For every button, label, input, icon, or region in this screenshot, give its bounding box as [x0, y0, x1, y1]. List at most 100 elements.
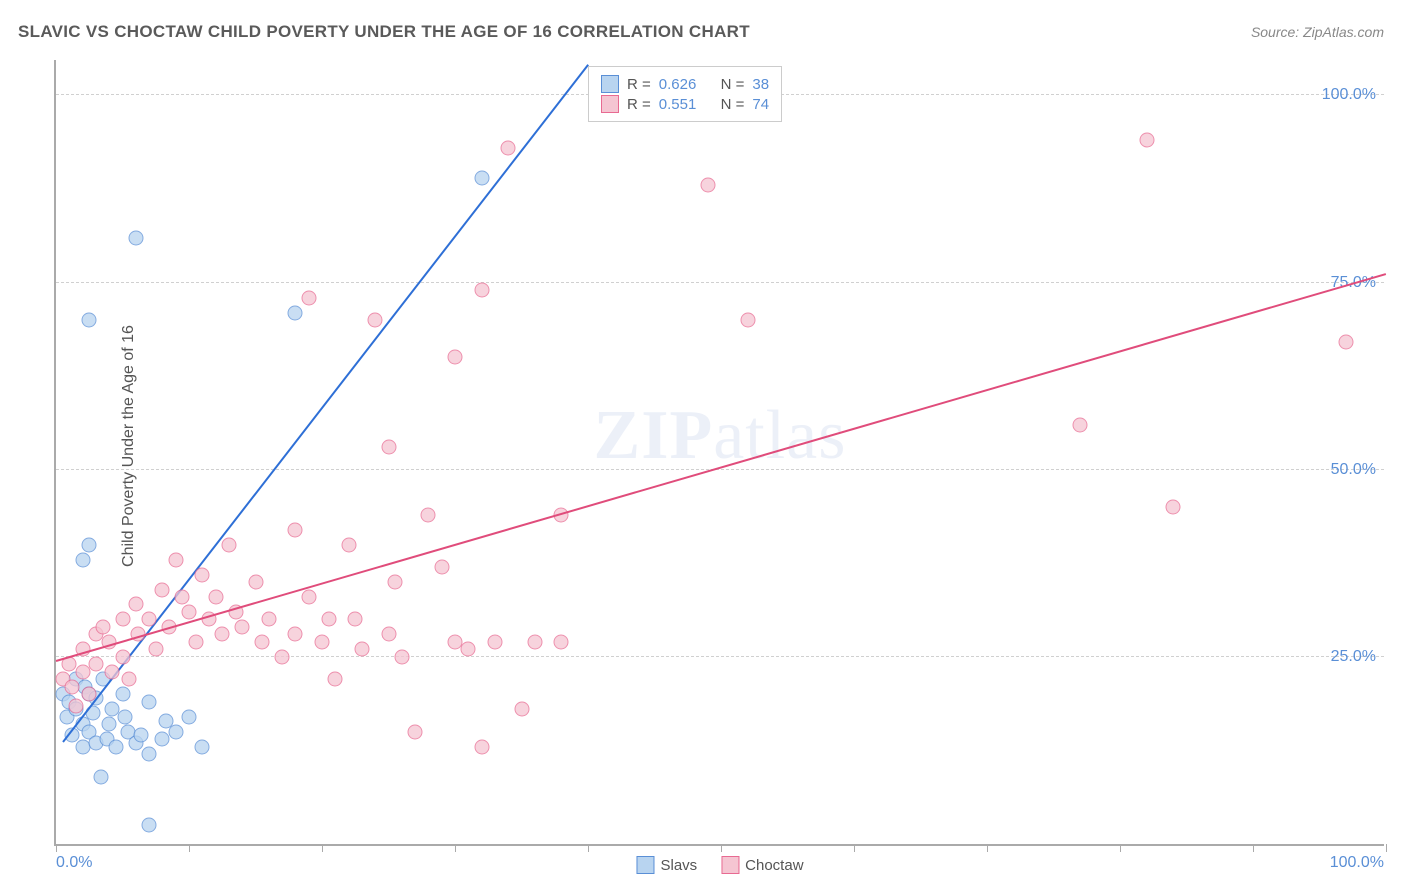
data-point	[142, 818, 157, 833]
legend-swatch	[636, 856, 654, 874]
legend-swatch	[601, 95, 619, 113]
data-point	[128, 597, 143, 612]
data-point	[354, 642, 369, 657]
data-point	[88, 657, 103, 672]
x-tick	[189, 844, 190, 852]
data-point	[394, 649, 409, 664]
data-point	[104, 664, 119, 679]
data-point	[288, 627, 303, 642]
watermark: ZIPatlas	[594, 396, 847, 476]
data-point	[195, 567, 210, 582]
x-tick	[56, 844, 57, 852]
data-point	[168, 724, 183, 739]
r-label: R =	[627, 96, 651, 113]
data-point	[448, 350, 463, 365]
x-tick	[322, 844, 323, 852]
data-point	[381, 440, 396, 455]
data-point	[368, 313, 383, 328]
data-point	[461, 642, 476, 657]
bottom-legend: Slavs Choctaw	[636, 856, 803, 874]
x-tick	[455, 844, 456, 852]
data-point	[421, 507, 436, 522]
y-tick-label: 100.0%	[1322, 86, 1376, 104]
data-point	[155, 582, 170, 597]
n-label: N =	[721, 96, 745, 113]
data-point	[1339, 335, 1354, 350]
data-point	[474, 170, 489, 185]
data-point	[348, 612, 363, 627]
legend-item: Choctaw	[721, 856, 803, 874]
y-tick-label: 50.0%	[1331, 461, 1376, 479]
data-point	[301, 589, 316, 604]
data-point	[115, 649, 130, 664]
data-point	[341, 537, 356, 552]
y-tick-label: 25.0%	[1331, 648, 1376, 666]
data-point	[740, 313, 755, 328]
data-point	[195, 739, 210, 754]
data-point	[115, 687, 130, 702]
data-point	[474, 739, 489, 754]
data-point	[182, 604, 197, 619]
data-point	[115, 612, 130, 627]
data-point	[134, 727, 149, 742]
data-point	[321, 612, 336, 627]
r-label: R =	[627, 76, 651, 93]
chart-title: SLAVIC VS CHOCTAW CHILD POVERTY UNDER TH…	[18, 22, 750, 42]
x-tick	[1386, 844, 1387, 852]
correlation-legend: R =0.626 N =38R =0.551 N =74	[588, 66, 782, 122]
data-point	[142, 747, 157, 762]
n-label: N =	[721, 76, 745, 93]
data-point	[82, 537, 97, 552]
data-point	[122, 672, 137, 687]
r-value: 0.551	[659, 96, 697, 113]
x-tick	[1120, 844, 1121, 852]
source-attribution: Source: ZipAtlas.com	[1251, 24, 1384, 40]
data-point	[64, 679, 79, 694]
data-point	[208, 589, 223, 604]
data-point	[1166, 500, 1181, 515]
x-tick	[1253, 844, 1254, 852]
data-point	[148, 642, 163, 657]
trend-line	[56, 273, 1387, 662]
data-point	[215, 627, 230, 642]
legend-label: Slavs	[660, 857, 697, 874]
data-point	[700, 178, 715, 193]
x-tick	[721, 844, 722, 852]
data-point	[288, 522, 303, 537]
data-point	[474, 283, 489, 298]
data-point	[94, 769, 109, 784]
x-tick	[854, 844, 855, 852]
x-tick	[987, 844, 988, 852]
data-point	[1073, 417, 1088, 432]
data-point	[554, 634, 569, 649]
x-tick	[588, 844, 589, 852]
data-point	[381, 627, 396, 642]
data-point	[235, 619, 250, 634]
data-point	[527, 634, 542, 649]
data-point	[95, 619, 110, 634]
gridline	[56, 469, 1384, 470]
scatter-plot-area: ZIPatlas 25.0%50.0%75.0%100.0%0.0%100.0%…	[54, 60, 1384, 846]
data-point	[255, 634, 270, 649]
legend-swatch	[721, 856, 739, 874]
n-value: 38	[752, 76, 769, 93]
data-point	[388, 575, 403, 590]
data-point	[182, 709, 197, 724]
data-point	[248, 575, 263, 590]
data-point	[142, 612, 157, 627]
legend-label: Choctaw	[745, 857, 803, 874]
data-point	[128, 230, 143, 245]
data-point	[487, 634, 502, 649]
data-point	[288, 305, 303, 320]
data-point	[142, 694, 157, 709]
data-point	[301, 290, 316, 305]
data-point	[501, 140, 516, 155]
gridline	[56, 656, 1384, 657]
x-tick-label-max: 100.0%	[1330, 854, 1384, 872]
data-point	[315, 634, 330, 649]
data-point	[434, 560, 449, 575]
data-point	[168, 552, 183, 567]
data-point	[82, 687, 97, 702]
legend-item: Slavs	[636, 856, 697, 874]
x-tick-label-min: 0.0%	[56, 854, 92, 872]
